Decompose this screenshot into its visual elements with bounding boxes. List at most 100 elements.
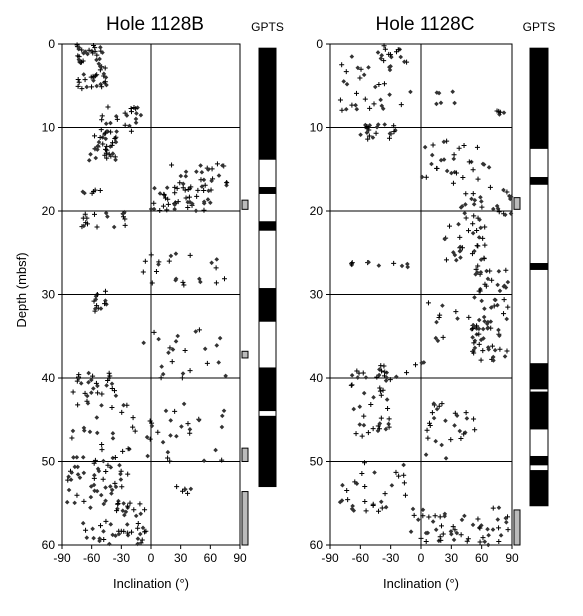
data-point-diamond <box>84 535 90 541</box>
data-point-cross <box>413 362 419 368</box>
data-point-cross <box>501 311 507 317</box>
data-point-cross <box>114 116 120 122</box>
data-point-cross <box>91 188 97 194</box>
data-point-diamond <box>452 100 457 106</box>
data-point-cross <box>379 505 385 511</box>
data-point-cross <box>112 455 118 461</box>
data-point-cross <box>481 256 487 262</box>
data-point-cross <box>185 204 191 210</box>
data-point-diamond <box>485 325 491 330</box>
gpts-interval-normal <box>529 47 549 149</box>
data-point-diamond <box>355 375 360 380</box>
data-point-diamond <box>486 532 491 538</box>
data-point-diamond <box>488 319 494 324</box>
data-point-cross <box>457 234 463 240</box>
data-point-cross <box>489 343 495 349</box>
data-point-diamond <box>103 485 108 490</box>
data-point-cross <box>391 260 397 266</box>
data-point-cross <box>337 97 343 103</box>
data-point-diamond <box>490 527 496 532</box>
data-point-cross <box>470 326 476 332</box>
data-point-cross <box>122 222 128 228</box>
y-tick-label: 30 <box>310 288 324 302</box>
data-point-cross <box>434 165 440 171</box>
data-point-diamond <box>68 477 74 483</box>
data-point-cross <box>423 538 429 544</box>
data-point-diamond <box>95 143 101 149</box>
gpts-interval-reversed <box>529 428 549 457</box>
data-point-diamond <box>113 484 119 490</box>
data-point-cross <box>438 523 444 529</box>
data-point-diamond <box>103 136 109 142</box>
data-point-diamond <box>349 372 355 378</box>
data-point-diamond <box>111 224 117 230</box>
data-point-diamond <box>183 173 189 179</box>
data-point-diamond <box>86 370 91 376</box>
data-point-cross <box>475 263 481 269</box>
data-point-cross <box>505 304 511 310</box>
data-point-cross <box>128 128 134 134</box>
data-point-diamond <box>120 211 126 217</box>
data-point-diamond <box>472 248 477 254</box>
data-point-diamond <box>92 472 97 478</box>
data-point-diamond <box>193 208 199 214</box>
data-point-diamond <box>93 155 99 161</box>
data-point-diamond <box>485 276 491 282</box>
data-point-cross <box>114 508 120 514</box>
data-point-cross <box>339 62 345 68</box>
data-point-diamond <box>501 110 507 116</box>
data-point-cross <box>359 433 365 439</box>
data-point-cross <box>426 514 432 520</box>
x-tick-label: -90 <box>321 551 339 565</box>
x-tick-label: -30 <box>113 551 131 565</box>
data-point-cross <box>213 280 219 286</box>
chart-title: Hole 1128B <box>106 14 204 35</box>
data-point-cross <box>368 402 374 408</box>
data-point-diamond <box>470 335 475 340</box>
data-point-cross <box>165 201 171 207</box>
data-point-cross <box>125 503 131 509</box>
data-point-diamond <box>124 522 130 527</box>
data-point-diamond <box>357 404 363 409</box>
data-point-cross <box>221 276 227 282</box>
data-point-diamond <box>97 64 103 69</box>
data-point-diamond <box>476 317 482 323</box>
gpts-interval-reversed <box>258 158 277 189</box>
data-point-diamond <box>81 223 87 229</box>
data-point-diamond <box>64 499 70 505</box>
data-point-diamond <box>377 367 382 372</box>
data-point-diamond <box>456 221 461 227</box>
data-point-cross <box>504 348 510 354</box>
x-axis-label: Inclination (°) <box>113 576 189 591</box>
data-point-cross <box>381 81 387 87</box>
data-point-diamond <box>382 122 387 127</box>
data-point-cross <box>398 102 404 108</box>
data-point-diamond <box>366 259 371 265</box>
data-point-cross <box>101 536 107 542</box>
data-point-cross <box>109 142 115 148</box>
data-point-diamond <box>361 72 367 78</box>
data-point-cross <box>386 135 392 141</box>
data-point-diamond <box>173 277 178 283</box>
data-point-diamond <box>134 111 139 116</box>
y-axis-label: Depth (mbsf) <box>14 252 29 327</box>
data-point-cross <box>182 187 188 193</box>
data-point-cross <box>95 390 101 396</box>
data-point-cross <box>396 473 402 479</box>
data-point-diamond <box>384 397 390 402</box>
data-point-diamond <box>457 428 463 434</box>
data-point-cross <box>482 224 488 230</box>
data-point-diamond <box>95 466 101 472</box>
data-point-diamond <box>383 378 389 383</box>
data-point-cross <box>172 184 178 190</box>
gpts-interval-reversed <box>258 192 277 223</box>
data-point-diamond <box>220 163 225 168</box>
data-point-diamond <box>157 191 163 196</box>
data-point-diamond <box>69 470 74 475</box>
data-point-diamond <box>180 371 186 376</box>
data-point-diamond <box>498 533 504 538</box>
gpts-interval-normal <box>258 415 277 488</box>
data-point-cross <box>78 59 84 65</box>
data-point-diamond <box>77 475 83 480</box>
